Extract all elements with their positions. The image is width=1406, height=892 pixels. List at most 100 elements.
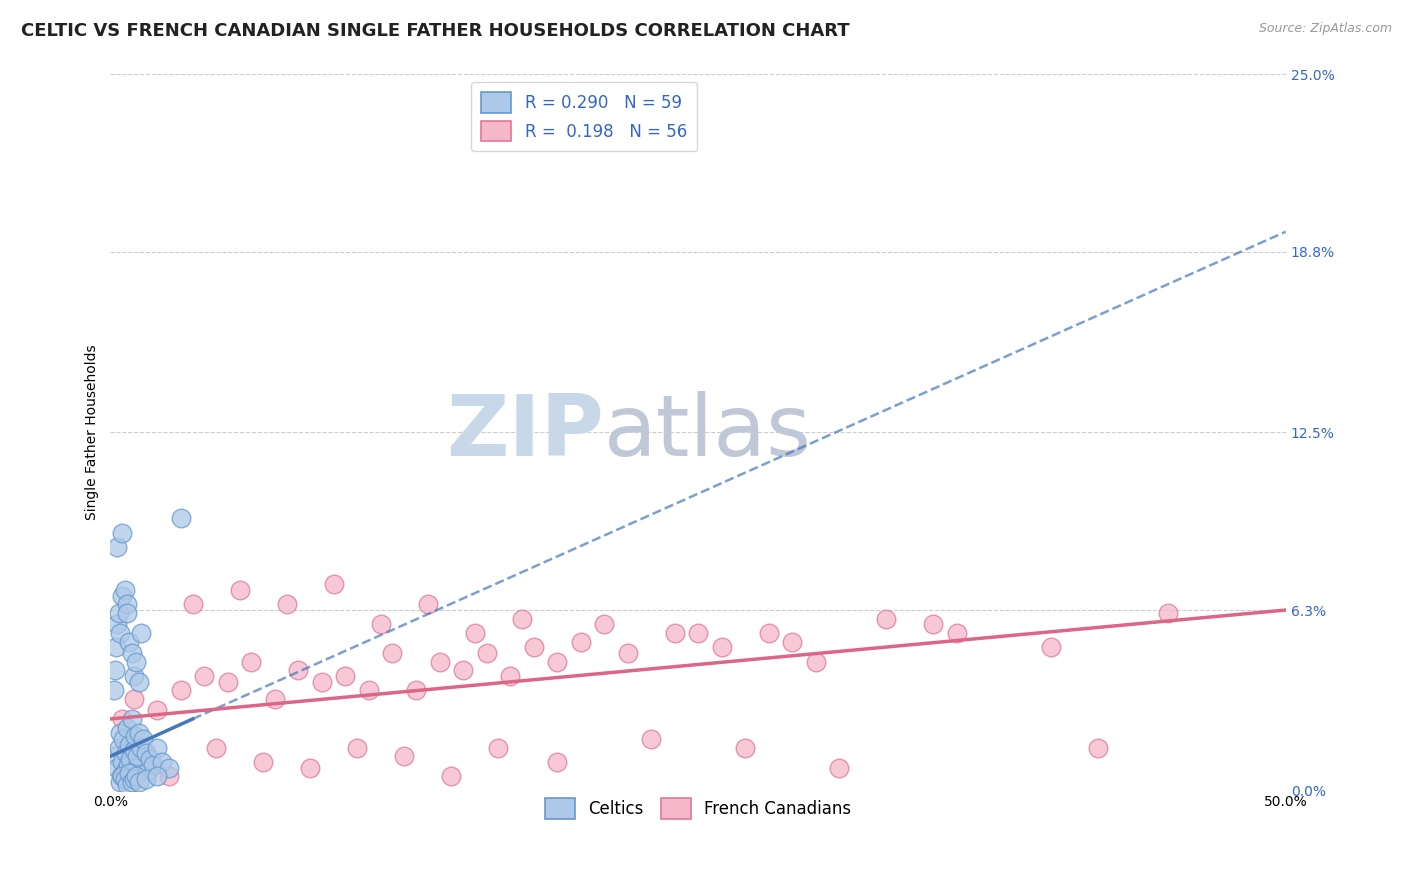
Point: [107, 540, 129, 554]
Point: [150, 755, 173, 769]
Point: [121, 766, 143, 780]
Point: [146, 740, 169, 755]
Point: [111, 769, 134, 783]
Point: [252, 755, 274, 769]
Point: [734, 740, 756, 755]
Text: ZIP: ZIP: [446, 391, 605, 474]
Point: [510, 612, 533, 626]
Point: [240, 655, 263, 669]
Point: [122, 772, 145, 786]
Point: [464, 626, 486, 640]
Point: [546, 755, 568, 769]
Point: [804, 655, 827, 669]
Point: [124, 729, 146, 743]
Point: [121, 646, 143, 660]
Point: [135, 749, 157, 764]
Point: [129, 740, 152, 755]
Point: [228, 582, 250, 597]
Point: [146, 703, 169, 717]
Point: [499, 669, 522, 683]
Point: [346, 740, 368, 755]
Point: [108, 775, 131, 789]
Y-axis label: Single Father Households: Single Father Households: [86, 344, 100, 520]
Point: [114, 772, 136, 786]
Point: [125, 761, 148, 775]
Point: [394, 749, 416, 764]
Point: [1087, 740, 1109, 755]
Point: [640, 731, 662, 746]
Point: [181, 597, 204, 611]
Point: [1039, 640, 1062, 655]
Text: CELTIC VS FRENCH CANADIAN SINGLE FATHER HOUSEHOLDS CORRELATION CHART: CELTIC VS FRENCH CANADIAN SINGLE FATHER …: [21, 22, 849, 40]
Point: [357, 683, 380, 698]
Point: [120, 752, 142, 766]
Point: [111, 589, 134, 603]
Point: [121, 775, 143, 789]
Point: [115, 597, 138, 611]
Point: [475, 646, 498, 660]
Point: [688, 626, 710, 640]
Point: [117, 757, 139, 772]
Point: [758, 626, 780, 640]
Point: [115, 606, 138, 620]
Point: [440, 769, 463, 783]
Point: [107, 606, 129, 620]
Point: [546, 655, 568, 669]
Text: Source: ZipAtlas.com: Source: ZipAtlas.com: [1258, 22, 1392, 36]
Point: [129, 626, 152, 640]
Point: [108, 626, 131, 640]
Point: [132, 731, 155, 746]
Point: [110, 769, 132, 783]
Point: [664, 626, 686, 640]
Point: [170, 511, 193, 525]
Point: [780, 634, 803, 648]
Point: [593, 617, 616, 632]
Point: [157, 761, 180, 775]
Point: [111, 525, 134, 540]
Point: [115, 778, 138, 792]
Point: [103, 683, 125, 698]
Point: [170, 683, 193, 698]
Point: [381, 646, 404, 660]
Point: [118, 766, 141, 780]
Point: [112, 731, 135, 746]
Point: [157, 769, 180, 783]
Point: [416, 597, 439, 611]
Point: [922, 617, 945, 632]
Point: [114, 582, 136, 597]
Point: [276, 597, 298, 611]
Point: [114, 747, 136, 761]
Point: [264, 691, 287, 706]
Point: [118, 738, 141, 752]
Point: [875, 612, 897, 626]
Point: [370, 617, 392, 632]
Point: [128, 726, 150, 740]
Point: [114, 764, 136, 778]
Point: [121, 712, 143, 726]
Point: [945, 626, 967, 640]
Point: [193, 669, 215, 683]
Point: [127, 749, 149, 764]
Point: [115, 721, 138, 735]
Point: [122, 691, 145, 706]
Point: [125, 655, 148, 669]
Point: [1157, 606, 1180, 620]
Point: [135, 747, 157, 761]
Point: [217, 674, 239, 689]
Point: [451, 663, 474, 677]
Point: [146, 769, 169, 783]
Text: atlas: atlas: [605, 391, 813, 474]
Point: [111, 712, 134, 726]
Legend: Celtics, French Canadians: Celtics, French Canadians: [538, 791, 858, 825]
Point: [108, 726, 131, 740]
Point: [105, 640, 128, 655]
Point: [139, 752, 162, 766]
Point: [122, 669, 145, 683]
Point: [569, 634, 592, 648]
Point: [522, 640, 544, 655]
Point: [335, 669, 357, 683]
Point: [287, 663, 309, 677]
Point: [122, 743, 145, 757]
Point: [486, 740, 509, 755]
Point: [104, 663, 127, 677]
